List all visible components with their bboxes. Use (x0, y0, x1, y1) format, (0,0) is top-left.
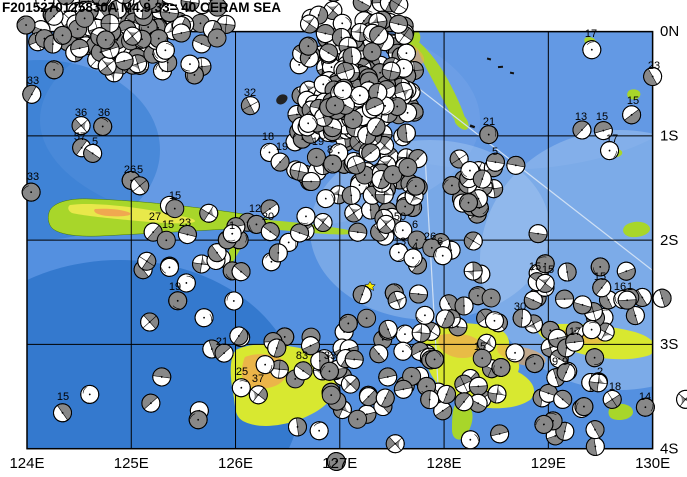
svg-text:13: 13 (575, 111, 587, 123)
svg-text:6: 6 (412, 219, 418, 231)
svg-text:0N: 0N (660, 23, 679, 40)
svg-text:127E: 127E (322, 455, 357, 472)
svg-text:5: 5 (137, 164, 143, 176)
svg-text:124E: 124E (9, 455, 44, 472)
svg-text:26: 26 (424, 231, 436, 243)
svg-text:18: 18 (262, 131, 274, 143)
svg-text:23: 23 (179, 217, 191, 229)
svg-text:15: 15 (542, 264, 554, 276)
svg-text:126E: 126E (218, 455, 253, 472)
svg-text:17: 17 (585, 28, 597, 40)
svg-text:32: 32 (244, 87, 256, 99)
svg-text:128E: 128E (427, 455, 462, 472)
svg-text:F2015270125830A M4.9 33= 40: F2015270125830A M4.9 33= 40 CERAM SEA (2, 0, 281, 15)
svg-text:2: 2 (597, 366, 603, 378)
svg-text:8: 8 (327, 144, 333, 156)
svg-text:5: 5 (92, 136, 98, 148)
svg-text:33: 33 (27, 171, 39, 183)
svg-text:25: 25 (236, 366, 248, 378)
svg-text:9: 9 (552, 356, 558, 368)
svg-text:19: 19 (312, 136, 324, 148)
svg-text:1S: 1S (660, 128, 678, 145)
svg-text:1: 1 (229, 220, 235, 232)
svg-text:33: 33 (27, 75, 39, 87)
svg-text:125E: 125E (114, 455, 149, 472)
svg-text:12: 12 (249, 203, 261, 215)
svg-text:36: 36 (98, 107, 110, 119)
svg-text:2S: 2S (660, 232, 678, 249)
svg-text:15: 15 (474, 341, 486, 353)
svg-text:17: 17 (569, 326, 581, 338)
svg-text:5: 5 (492, 146, 498, 158)
svg-text:19: 19 (169, 281, 181, 293)
svg-text:15: 15 (596, 111, 608, 123)
svg-text:15: 15 (162, 219, 174, 231)
svg-text:15: 15 (169, 190, 181, 202)
svg-text:129E: 129E (531, 455, 566, 472)
svg-text:9: 9 (562, 356, 568, 368)
svg-text:6: 6 (437, 236, 443, 248)
svg-text:13: 13 (394, 236, 406, 248)
svg-text:36: 36 (75, 107, 87, 119)
svg-text:20: 20 (262, 211, 274, 223)
svg-text:15: 15 (627, 95, 639, 107)
svg-text:30: 30 (514, 301, 526, 313)
svg-text:14: 14 (639, 391, 651, 403)
svg-text:37: 37 (252, 373, 264, 385)
svg-text:1: 1 (627, 281, 633, 293)
svg-text:21: 21 (483, 116, 495, 128)
svg-text:33: 33 (324, 350, 336, 362)
svg-text:4: 4 (412, 241, 418, 253)
svg-text:15: 15 (594, 271, 606, 283)
svg-text:83: 83 (296, 350, 308, 362)
svg-text:15: 15 (529, 261, 541, 273)
svg-text:17: 17 (606, 133, 618, 145)
svg-text:15: 15 (57, 391, 69, 403)
svg-text:19: 19 (276, 141, 288, 153)
svg-text:21: 21 (216, 336, 228, 348)
svg-text:4S: 4S (660, 440, 678, 457)
svg-text:23: 23 (648, 60, 660, 72)
svg-text:27: 27 (149, 211, 161, 223)
svg-text:50: 50 (394, 211, 406, 223)
svg-text:3S: 3S (660, 336, 678, 353)
svg-text:16: 16 (614, 281, 626, 293)
svg-text:130E: 130E (635, 455, 670, 472)
svg-text:18: 18 (609, 381, 621, 393)
svg-text:57: 57 (74, 131, 86, 143)
svg-text:26: 26 (124, 164, 136, 176)
